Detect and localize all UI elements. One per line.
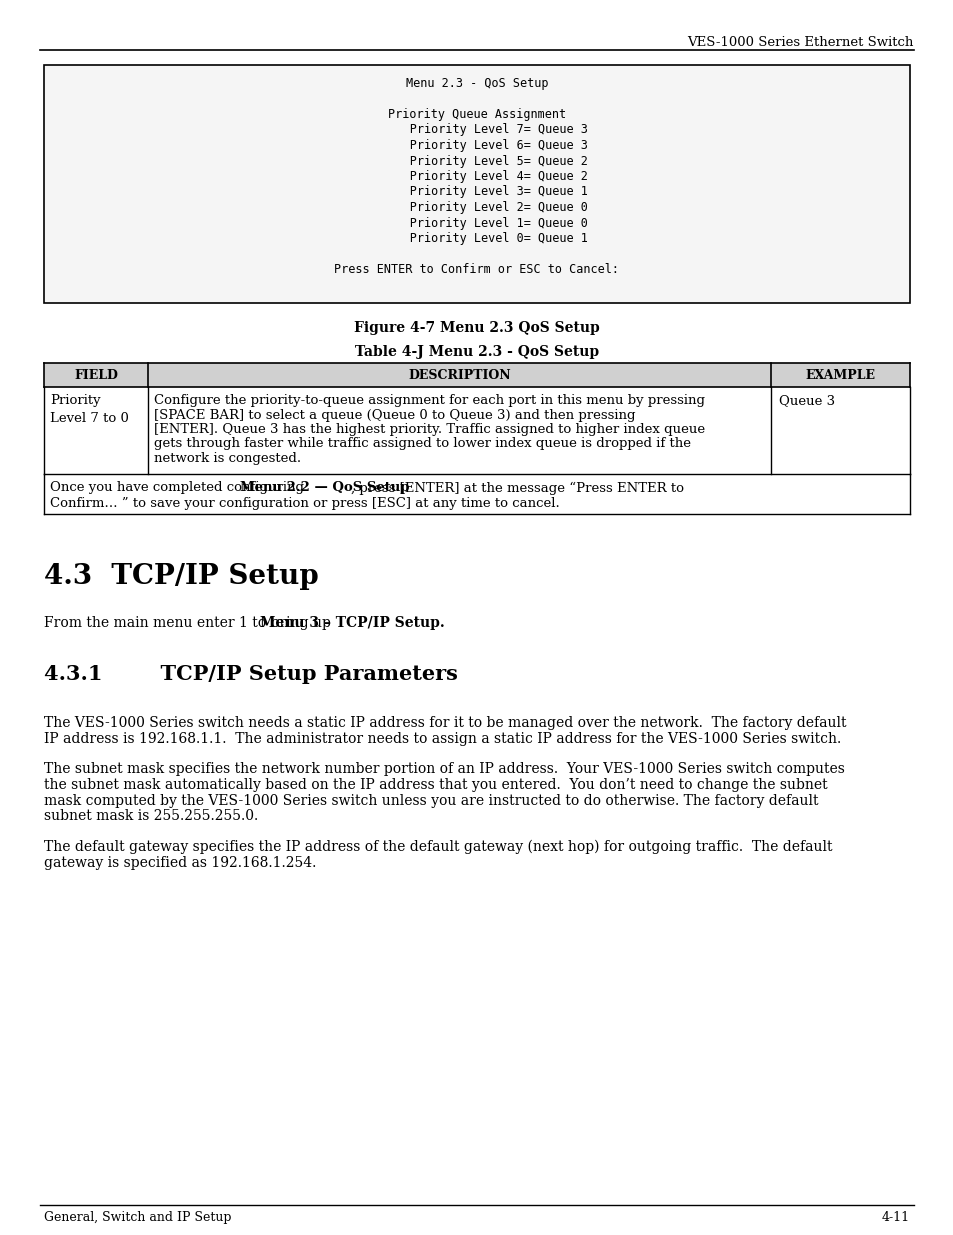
Text: 4-11: 4-11 xyxy=(881,1212,909,1224)
Text: IP address is 192.168.1.1.  The administrator needs to assign a static IP addres: IP address is 192.168.1.1. The administr… xyxy=(44,731,841,746)
Text: The VES-1000 Series switch needs a static IP address for it to be managed over t: The VES-1000 Series switch needs a stati… xyxy=(44,715,845,730)
Text: Once you have completed configuring: Once you have completed configuring xyxy=(50,482,308,494)
Text: Figure 4-7 Menu 2.3 QoS Setup: Figure 4-7 Menu 2.3 QoS Setup xyxy=(354,321,599,335)
Text: Priority Level 6= Queue 3: Priority Level 6= Queue 3 xyxy=(366,140,587,152)
Text: The subnet mask specifies the network number portion of an IP address.  Your VES: The subnet mask specifies the network nu… xyxy=(44,762,844,776)
Text: 4.3  TCP/IP Setup: 4.3 TCP/IP Setup xyxy=(44,563,318,590)
Text: Priority Queue Assignment: Priority Queue Assignment xyxy=(388,107,565,121)
Text: Menu 3 – TCP/IP Setup.: Menu 3 – TCP/IP Setup. xyxy=(260,615,445,630)
Text: network is congested.: network is congested. xyxy=(153,452,301,466)
Text: Queue 3: Queue 3 xyxy=(779,394,835,408)
Text: Priority Level 3= Queue 1: Priority Level 3= Queue 1 xyxy=(366,185,587,199)
Text: Table 4-J Menu 2.3 - QoS Setup: Table 4-J Menu 2.3 - QoS Setup xyxy=(355,345,598,359)
Text: General, Switch and IP Setup: General, Switch and IP Setup xyxy=(44,1212,232,1224)
Text: Menu 2.2 — QoS Setup: Menu 2.2 — QoS Setup xyxy=(240,482,409,494)
Text: [ENTER]. Queue 3 has the highest priority. Traffic assigned to higher index queu: [ENTER]. Queue 3 has the highest priorit… xyxy=(153,424,704,436)
Text: [SPACE BAR] to select a queue (Queue 0 to Queue 3) and then pressing: [SPACE BAR] to select a queue (Queue 0 t… xyxy=(153,409,635,421)
Text: FIELD: FIELD xyxy=(74,369,118,382)
Text: subnet mask is 255.255.255.0.: subnet mask is 255.255.255.0. xyxy=(44,809,258,824)
Text: 4.3.1        TCP/IP Setup Parameters: 4.3.1 TCP/IP Setup Parameters xyxy=(44,663,457,683)
Text: From the main menu enter 1 to bring up: From the main menu enter 1 to bring up xyxy=(44,615,335,630)
Text: Priority Level 1= Queue 0: Priority Level 1= Queue 0 xyxy=(366,216,587,230)
Text: DESCRIPTION: DESCRIPTION xyxy=(408,369,511,382)
Text: The default gateway specifies the IP address of the default gateway (next hop) f: The default gateway specifies the IP add… xyxy=(44,840,832,853)
Text: Priority Level 4= Queue 2: Priority Level 4= Queue 2 xyxy=(366,170,587,183)
Text: Menu 2.3 - QoS Setup: Menu 2.3 - QoS Setup xyxy=(405,77,548,90)
Text: gets through faster while traffic assigned to lower index queue is dropped if th: gets through faster while traffic assign… xyxy=(153,437,690,451)
Bar xyxy=(44,363,909,387)
Text: Priority Level 0= Queue 1: Priority Level 0= Queue 1 xyxy=(366,232,587,245)
Text: VES-1000 Series Ethernet Switch: VES-1000 Series Ethernet Switch xyxy=(687,36,913,49)
Text: the subnet mask automatically based on the IP address that you entered.  You don: the subnet mask automatically based on t… xyxy=(44,778,827,792)
Text: Configure the priority-to-queue assignment for each port in this menu by pressin: Configure the priority-to-queue assignme… xyxy=(153,394,704,408)
Text: gateway is specified as 192.168.1.254.: gateway is specified as 192.168.1.254. xyxy=(44,856,316,869)
Bar xyxy=(44,65,909,303)
Text: Priority Level 2= Queue 0: Priority Level 2= Queue 0 xyxy=(366,201,587,214)
Text: Press ENTER to Confirm or ESC to Cancel:: Press ENTER to Confirm or ESC to Cancel: xyxy=(335,263,618,275)
Text: mask computed by the VES-1000 Series switch unless you are instructed to do othe: mask computed by the VES-1000 Series swi… xyxy=(44,794,818,808)
Text: , press [ENTER] at the message “Press ENTER to: , press [ENTER] at the message “Press EN… xyxy=(351,482,683,495)
Text: Priority
Level 7 to 0: Priority Level 7 to 0 xyxy=(50,394,129,425)
Text: EXAMPLE: EXAMPLE xyxy=(805,369,875,382)
Text: Confirm… ” to save your configuration or press [ESC] at any time to cancel.: Confirm… ” to save your configuration or… xyxy=(50,496,559,510)
Text: Priority Level 7= Queue 3: Priority Level 7= Queue 3 xyxy=(366,124,587,137)
Text: Priority Level 5= Queue 2: Priority Level 5= Queue 2 xyxy=(366,154,587,168)
